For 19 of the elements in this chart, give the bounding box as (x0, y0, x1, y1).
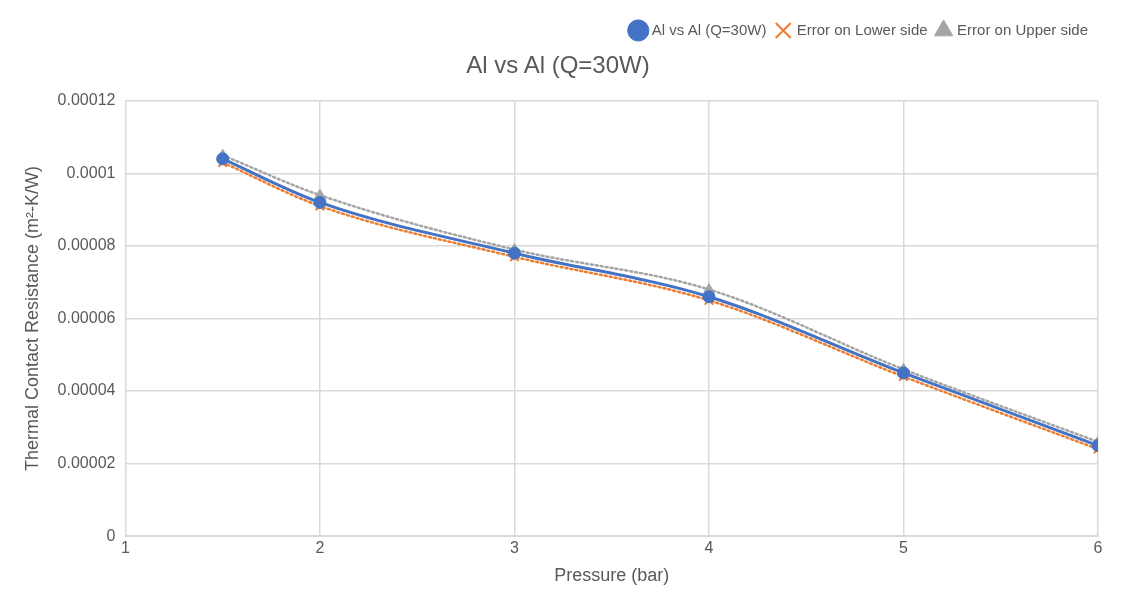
x-axis-title: Pressure (bar) (554, 565, 670, 586)
chart-title: Al vs Al (Q=30W) (466, 51, 650, 79)
x-tick-label: 1 (120, 539, 130, 557)
y-tick-label: 0.00008 (57, 236, 116, 254)
y-tick-label: 0.00002 (57, 454, 116, 472)
y-axis-title: Thermal Contact Resistance (m²-K/W) (21, 165, 42, 472)
y-tick-label: 0.00012 (57, 91, 116, 109)
x-tick-label: 4 (704, 539, 714, 557)
y-tick-label: 0.00006 (57, 308, 116, 326)
x-tick-label: 2 (315, 539, 325, 557)
x-tick-label: 6 (1093, 539, 1103, 557)
legend-label: Error on Upper side (957, 20, 1089, 38)
legend-label: Al vs Al (Q=30W) (651, 20, 767, 38)
y-tick-label: 0 (106, 526, 116, 544)
legend-label: Error on Lower side (796, 20, 928, 38)
y-tick-label: 0.00004 (57, 381, 116, 399)
y-tick-label: 0.0001 (66, 163, 116, 181)
x-tick-label: 3 (510, 539, 520, 557)
x-tick-label: 5 (899, 539, 909, 557)
